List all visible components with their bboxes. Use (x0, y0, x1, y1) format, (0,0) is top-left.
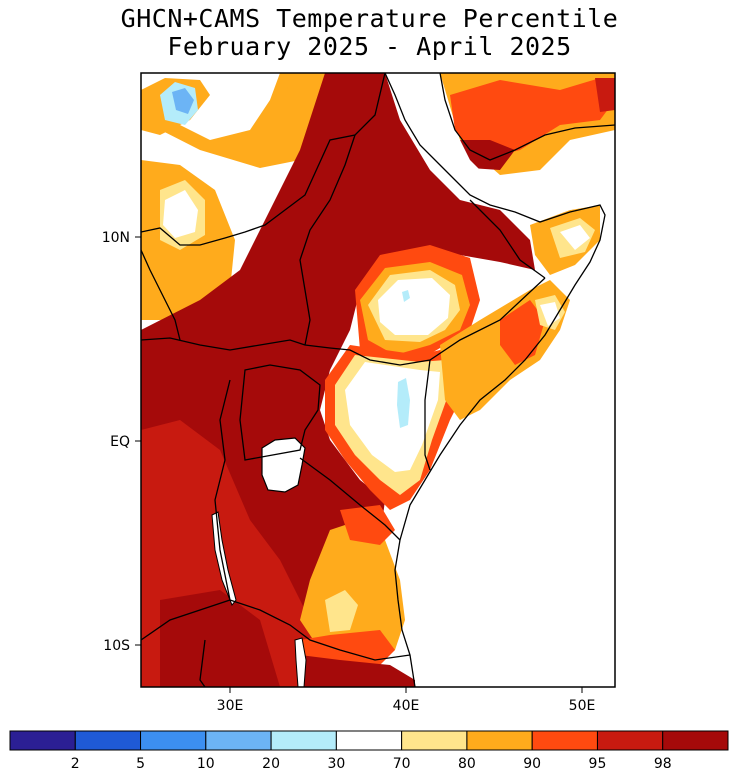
colorbar-swatch (531, 730, 598, 751)
dark-red-southwest (160, 590, 280, 687)
colorbar-swatch (466, 730, 533, 751)
map-title: GHCN+CAMS Temperature Percentile (120, 4, 619, 33)
map-subtitle: February 2025 - April 2025 (167, 32, 572, 61)
orange-zone-tanzania (300, 520, 405, 660)
red-sea (385, 73, 615, 220)
border-mozambique (199, 639, 206, 687)
colorbar-swatch (662, 730, 729, 751)
lon-axis: 30E 40E 50E (217, 687, 596, 714)
colorbar-swatch (140, 730, 207, 751)
orange-strip-north (285, 73, 330, 130)
colorbar-swatch (401, 730, 468, 751)
colorbar-label: 2 (71, 756, 80, 772)
border-south-sudan (141, 277, 546, 366)
colorbar-swatch (205, 730, 272, 751)
colorbar-label: 70 (393, 756, 411, 772)
colorbar-swatch (596, 730, 664, 751)
colorbar-swatch (9, 730, 76, 751)
lat-axis: 10N EQ 10S (102, 230, 141, 654)
lat-label-eq: EQ (110, 434, 130, 450)
lon-label-40e: 40E (393, 698, 420, 714)
white-patch-somalia (540, 302, 560, 326)
lon-label-30e: 30E (217, 698, 244, 714)
white-core-ethiopia (378, 278, 450, 335)
colorbar-swatch (270, 730, 337, 751)
border-chad (141, 249, 181, 341)
dark-red-arabia-ne (595, 78, 615, 112)
white-patch-northwest (163, 190, 198, 238)
colorbar-label: 5 (136, 756, 145, 772)
colorbar-swatch (74, 730, 142, 751)
red-patch-tanzania-south (300, 630, 395, 665)
border-uganda (239, 364, 321, 461)
dark-red-mozambique (300, 655, 415, 687)
dark-red-arabia (460, 140, 515, 170)
lon-label-50e: 50E (569, 698, 596, 714)
red-patch-tanzania (340, 505, 395, 545)
colorbar-label: 90 (523, 756, 541, 772)
lat-label-10s: 10S (103, 638, 130, 654)
lake-victoria (261, 437, 306, 493)
white-horn-tip (560, 225, 590, 250)
yellow-patch-tanzania (325, 590, 358, 632)
cool-patch-ethiopia (402, 290, 410, 302)
cool-patch-kenya (397, 378, 410, 428)
colorbar-label: 20 (262, 756, 280, 772)
border-ethiopia-west (299, 134, 356, 346)
colorbar-swatch (335, 730, 403, 751)
colorbar-label: 10 (197, 756, 215, 772)
colorbar-label: 80 (458, 756, 476, 772)
lake-malawi (294, 637, 307, 687)
colorbar-label: 98 (654, 756, 672, 772)
border-zambia (141, 599, 231, 641)
map-frame (140, 72, 616, 688)
colorbar-label: 30 (327, 756, 345, 772)
borders (141, 73, 615, 687)
orange-zone-northwest (141, 73, 330, 320)
border-ethiopia-somalia (424, 359, 431, 471)
border-somalia-north (469, 199, 546, 279)
red-zone-arabia (450, 78, 615, 160)
map-field (141, 73, 615, 687)
border-kenya-tanzania (299, 457, 401, 541)
colorbar-label: 95 (589, 756, 607, 772)
border-tanzania-south (229, 599, 411, 661)
colorbar: 2 5 10 20 30 70 80 90 95 98 (9, 730, 729, 772)
coastline-arabia (439, 73, 615, 161)
lat-label-10n: 10N (102, 230, 130, 246)
blue-patch-nw (172, 88, 194, 114)
white-zone-kenya (345, 362, 440, 472)
border-drc (214, 379, 231, 601)
